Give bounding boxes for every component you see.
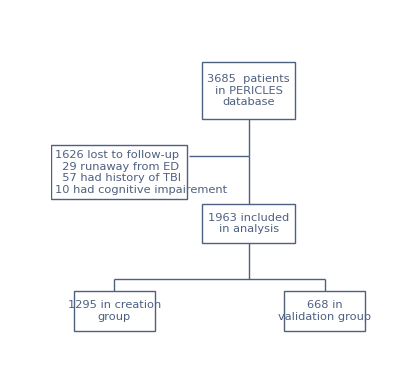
Text: 1295 in creation
group: 1295 in creation group — [68, 300, 161, 322]
FancyBboxPatch shape — [202, 204, 295, 243]
Text: 3685  patients
in PERICLES
database: 3685 patients in PERICLES database — [207, 74, 290, 107]
FancyBboxPatch shape — [284, 291, 365, 331]
Text: 668 in
validation group: 668 in validation group — [278, 300, 371, 322]
FancyBboxPatch shape — [51, 146, 187, 199]
FancyBboxPatch shape — [74, 291, 155, 331]
FancyBboxPatch shape — [202, 62, 295, 119]
Text: 1626 lost to follow-up
  29 runaway from ED
  57 had history of TBI
10 had cogni: 1626 lost to follow-up 29 runaway from E… — [55, 150, 227, 195]
Text: 1963 included
in analysis: 1963 included in analysis — [208, 213, 289, 234]
